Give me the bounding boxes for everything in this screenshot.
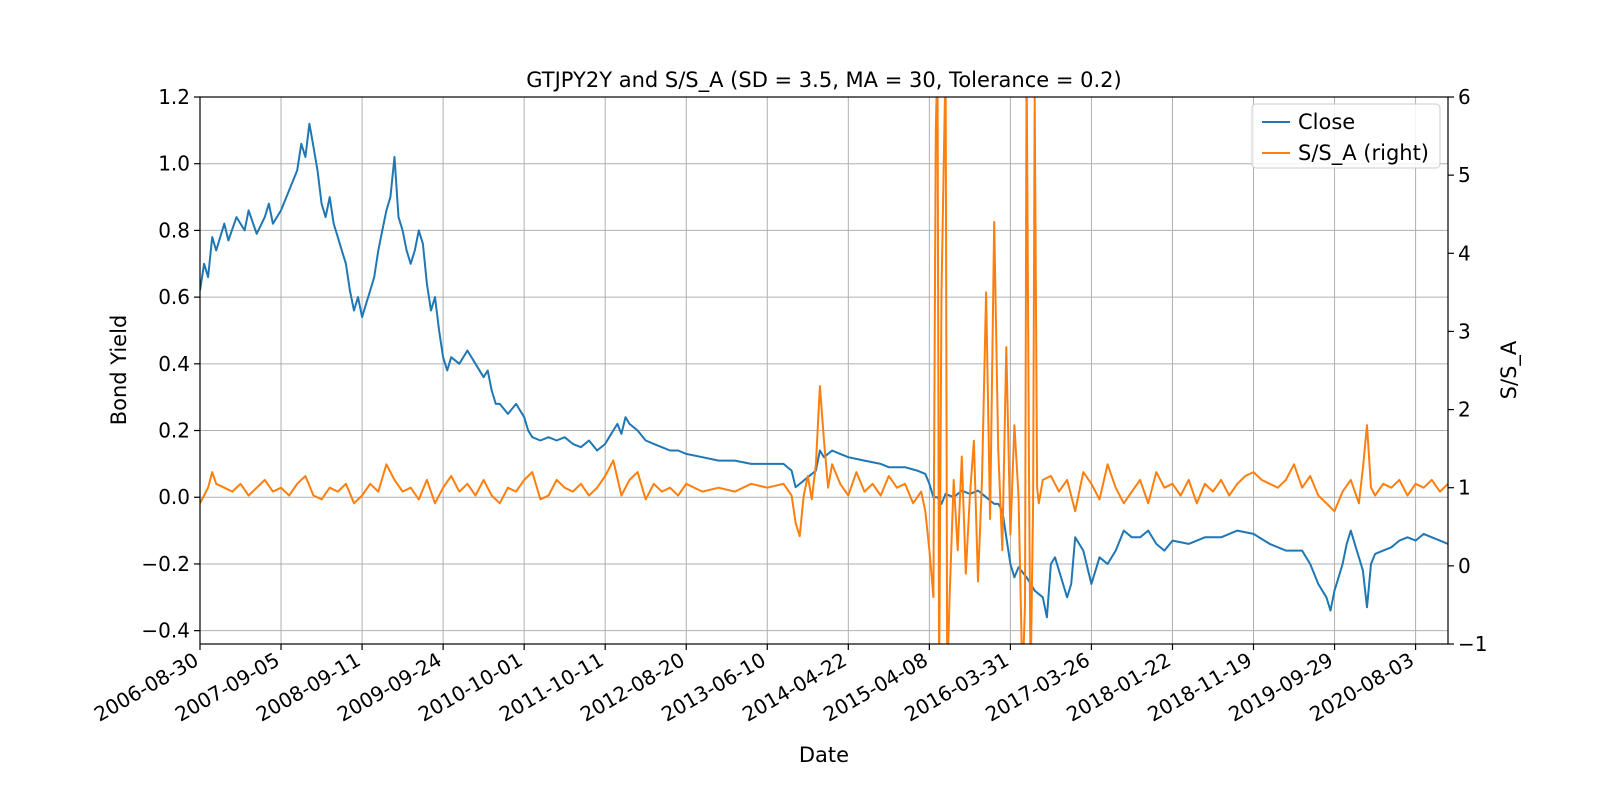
y-tick-label-left: 0.8 xyxy=(158,218,190,242)
y-axis-label-right: S/S_A xyxy=(1497,340,1522,399)
y-tick-label-right: 3 xyxy=(1458,319,1471,343)
series-line-ss-a xyxy=(200,97,1448,644)
y-tick-label-left: 0.0 xyxy=(158,485,190,509)
series-layer xyxy=(200,97,1448,644)
y-tick-label-right: −1 xyxy=(1458,632,1487,656)
grid-layer xyxy=(199,96,1448,644)
legend: Close S/S_A (right) xyxy=(1251,103,1441,169)
y-tick-label-left: 0.6 xyxy=(158,285,190,309)
y-tick-label-left: 0.2 xyxy=(158,419,190,443)
x-axis-label: Date xyxy=(799,743,849,767)
y-tick-label-left: 0.4 xyxy=(158,352,190,376)
y-tick-label-right: 5 xyxy=(1458,163,1471,187)
y-tick-label-right: 2 xyxy=(1458,398,1471,422)
y-tick-label-right: 0 xyxy=(1458,554,1471,578)
y-tick-label-left: −0.2 xyxy=(141,552,190,576)
y-tick-label-right: 6 xyxy=(1458,85,1471,109)
y-tick-label-left: 1.0 xyxy=(158,152,190,176)
y-axis-label-left: Bond Yield xyxy=(107,315,131,426)
plot-frame xyxy=(199,96,1449,645)
series-line-close xyxy=(200,122,1448,619)
legend-label-ss-a: S/S_A (right) xyxy=(1298,141,1429,166)
y-tick-label-left: −0.4 xyxy=(141,619,190,643)
legend-label-close: Close xyxy=(1298,110,1355,134)
legend-box xyxy=(1251,103,1441,169)
chart-title: GTJPY2Y and S/S_A (SD = 3.5, MA = 30, To… xyxy=(526,68,1121,93)
y-tick-label-right: 4 xyxy=(1458,241,1471,265)
y-tick-label-left: 1.2 xyxy=(158,85,190,109)
y-tick-label-right: 1 xyxy=(1458,476,1471,500)
